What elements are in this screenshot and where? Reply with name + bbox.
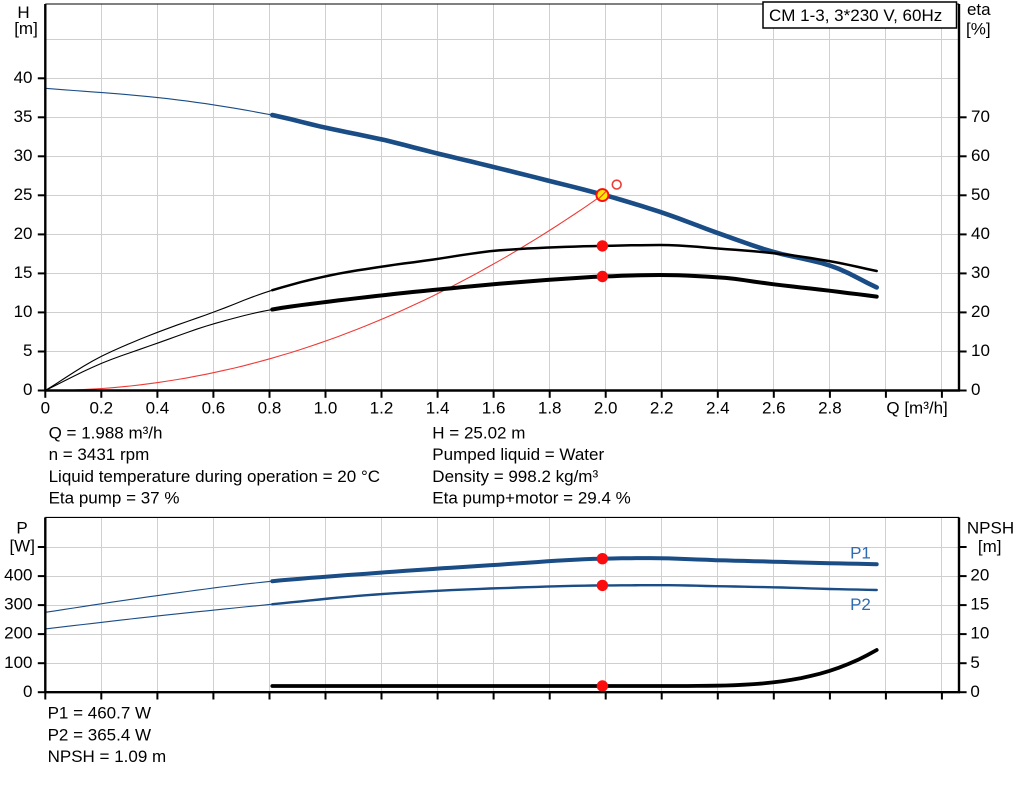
svg-text:40: 40	[14, 68, 33, 87]
svg-text:15: 15	[970, 595, 989, 614]
svg-text:2.8: 2.8	[818, 398, 842, 417]
svg-text:[W]: [W]	[9, 537, 35, 556]
svg-text:20: 20	[14, 224, 33, 243]
svg-text:[%]: [%]	[966, 19, 991, 38]
svg-text:2.0: 2.0	[594, 398, 618, 417]
svg-text:0: 0	[971, 380, 980, 399]
svg-text:Liquid temperature during oper: Liquid temperature during operation = 20…	[49, 467, 380, 486]
svg-text:40: 40	[971, 224, 990, 243]
svg-text:2.2: 2.2	[650, 398, 674, 417]
svg-text:P1: P1	[850, 544, 871, 563]
svg-text:30: 30	[14, 146, 33, 165]
svg-text:0: 0	[970, 682, 979, 701]
svg-text:15: 15	[14, 263, 33, 282]
svg-text:2.6: 2.6	[762, 398, 786, 417]
svg-text:Eta pump = 37 %: Eta pump = 37 %	[49, 489, 180, 508]
svg-text:1.0: 1.0	[314, 398, 338, 417]
svg-text:30: 30	[971, 263, 990, 282]
svg-text:60: 60	[971, 146, 990, 165]
svg-text:0.8: 0.8	[258, 398, 282, 417]
svg-text:P: P	[16, 518, 27, 537]
svg-text:2.4: 2.4	[706, 398, 730, 417]
svg-text:[m]: [m]	[14, 19, 38, 38]
svg-text:Q = 1.988 m³/h: Q = 1.988 m³/h	[49, 423, 163, 442]
svg-text:Pumped liquid = Water: Pumped liquid = Water	[432, 445, 604, 464]
svg-text:25: 25	[14, 185, 33, 204]
svg-text:1.6: 1.6	[482, 398, 506, 417]
svg-text:Q [m³/h]: Q [m³/h]	[886, 398, 947, 417]
svg-text:[m]: [m]	[978, 537, 1002, 556]
svg-text:0: 0	[41, 398, 50, 417]
svg-text:5: 5	[23, 341, 32, 360]
svg-text:400: 400	[4, 566, 32, 585]
svg-text:0: 0	[23, 682, 32, 701]
svg-text:20: 20	[971, 302, 990, 321]
svg-text:100: 100	[4, 653, 32, 672]
svg-text:50: 50	[971, 185, 990, 204]
svg-text:H: H	[17, 3, 29, 22]
svg-text:P2 = 365.4 W: P2 = 365.4 W	[48, 725, 151, 744]
svg-text:1.2: 1.2	[370, 398, 394, 417]
svg-text:CM 1-3, 3*230 V, 60Hz: CM 1-3, 3*230 V, 60Hz	[769, 6, 942, 25]
svg-text:eta: eta	[967, 0, 991, 19]
svg-text:10: 10	[971, 341, 990, 360]
svg-text:Density = 998.2 kg/m³: Density = 998.2 kg/m³	[432, 467, 598, 486]
svg-text:0.6: 0.6	[202, 398, 226, 417]
svg-text:n = 3431 rpm: n = 3431 rpm	[49, 445, 150, 464]
svg-text:300: 300	[4, 595, 32, 614]
svg-text:1.4: 1.4	[426, 398, 450, 417]
svg-text:NPSH: NPSH	[967, 519, 1014, 538]
svg-text:35: 35	[14, 107, 33, 126]
svg-text:0.4: 0.4	[146, 398, 170, 417]
svg-text:0.2: 0.2	[89, 398, 113, 417]
svg-text:Eta pump+motor = 29.4 %: Eta pump+motor = 29.4 %	[432, 489, 630, 508]
svg-text:5: 5	[970, 653, 979, 672]
svg-text:0: 0	[23, 380, 32, 399]
svg-text:10: 10	[14, 302, 33, 321]
svg-text:20: 20	[970, 566, 989, 585]
svg-text:P1 = 460.7 W: P1 = 460.7 W	[48, 704, 151, 723]
svg-text:P2: P2	[850, 595, 871, 614]
svg-text:200: 200	[4, 624, 32, 643]
svg-text:NPSH = 1.09 m: NPSH = 1.09 m	[48, 747, 167, 766]
svg-text:70: 70	[971, 107, 990, 126]
svg-text:H = 25.02 m: H = 25.02 m	[432, 423, 525, 442]
svg-text:10: 10	[970, 624, 989, 643]
svg-text:1.8: 1.8	[538, 398, 562, 417]
